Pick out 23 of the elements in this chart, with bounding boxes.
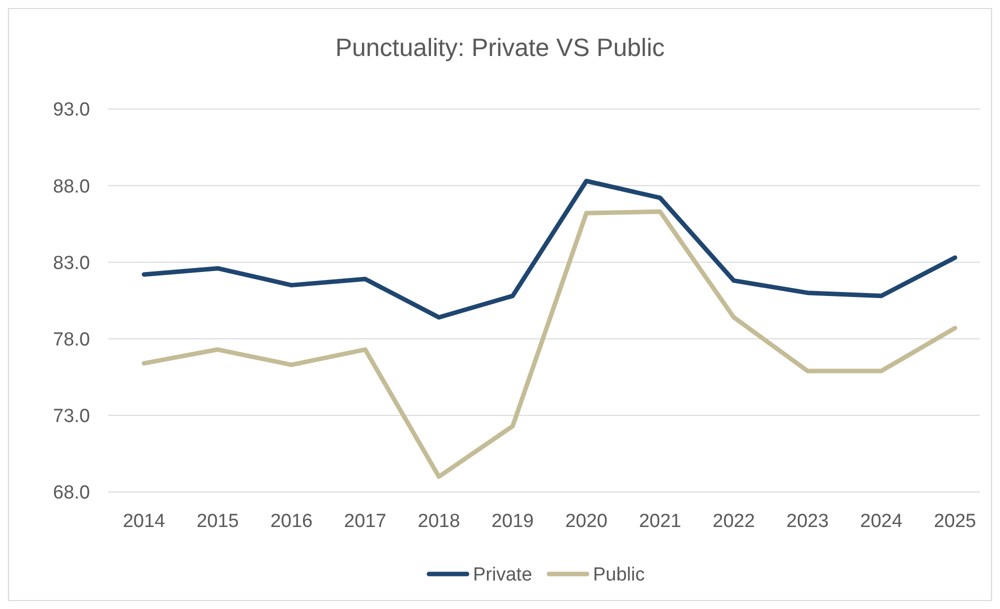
x-tick-label: 2023 [786, 511, 829, 532]
x-tick-label: 2024 [860, 511, 903, 532]
y-tick-label: 73.0 [53, 406, 90, 428]
x-tick-label: 2022 [712, 511, 755, 532]
y-tick-label: 68.0 [53, 482, 90, 504]
line-series [142, 209, 958, 479]
y-tick-label: 93.0 [53, 100, 90, 121]
line-series [142, 178, 958, 320]
x-tick-label: 2021 [638, 511, 682, 532]
chart-title: Punctuality: Private VS Public [335, 34, 665, 62]
x-tick-label: 2025 [934, 511, 976, 532]
y-tick-label: 78.0 [53, 329, 90, 350]
x-tick-label: 2014 [122, 511, 166, 532]
x-tick-label: 2018 [418, 511, 460, 532]
y-tick-label: 88.0 [53, 176, 90, 198]
legend-label: Public [593, 564, 645, 586]
x-tick-label: 2017 [344, 511, 386, 532]
x-tick-label: 2016 [270, 511, 313, 532]
x-tick-label: 2020 [565, 511, 608, 532]
y-tick-label: 83.0 [53, 252, 90, 274]
legend-label: Private [473, 564, 532, 586]
x-tick-label: 2015 [196, 511, 239, 532]
x-tick-label: 2019 [491, 511, 534, 532]
